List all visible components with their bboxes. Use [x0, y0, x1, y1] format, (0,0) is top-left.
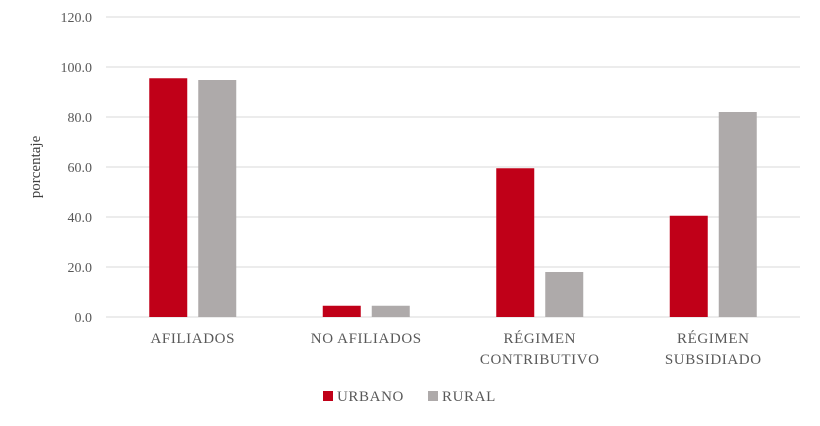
bar-rural-3: [718, 112, 757, 317]
legend: URBANO RURAL: [323, 389, 496, 405]
legend-label-urbano: URBANO: [337, 389, 404, 405]
x-category-label: RÉGIMEN: [677, 330, 750, 347]
bar-urbano-0: [149, 78, 188, 317]
legend-swatch-urbano: [323, 391, 333, 401]
y-tick-label: 100.0: [61, 61, 93, 76]
y-tick-label: 120.0: [61, 11, 93, 26]
y-tick-label: 40.0: [68, 211, 93, 226]
x-category-label: SUBSIDIADO: [665, 352, 762, 368]
bar-urbano-3: [669, 215, 708, 317]
y-axis-title: porcentaje: [28, 135, 44, 198]
x-category-label: RÉGIMEN: [503, 330, 576, 347]
bar-rural-2: [545, 272, 584, 317]
y-tick-label: 60.0: [68, 161, 93, 176]
x-category-label: NO AFILIADOS: [311, 331, 422, 347]
x-category-label: CONTRIBUTIVO: [480, 352, 600, 368]
y-axis-ticks: 0.0 20.0 40.0 60.0 80.0 100.0 120.0: [61, 11, 93, 326]
bar-urbano-1: [322, 305, 361, 317]
x-axis-categories: AFILIADOS NO AFILIADOS RÉGIMEN CONTRIBUTIVO…: [150, 330, 761, 368]
x-category-label: AFILIADOS: [150, 331, 235, 347]
bars: [149, 78, 757, 317]
bar-urbano-2: [496, 168, 535, 317]
legend-swatch-rural: [428, 391, 438, 401]
y-tick-label: 0.0: [75, 311, 93, 326]
bar-rural-0: [198, 80, 237, 317]
bar-rural-1: [371, 305, 410, 317]
legend-label-rural: RURAL: [442, 389, 496, 405]
y-tick-label: 20.0: [68, 261, 93, 276]
y-tick-label: 80.0: [68, 111, 93, 126]
